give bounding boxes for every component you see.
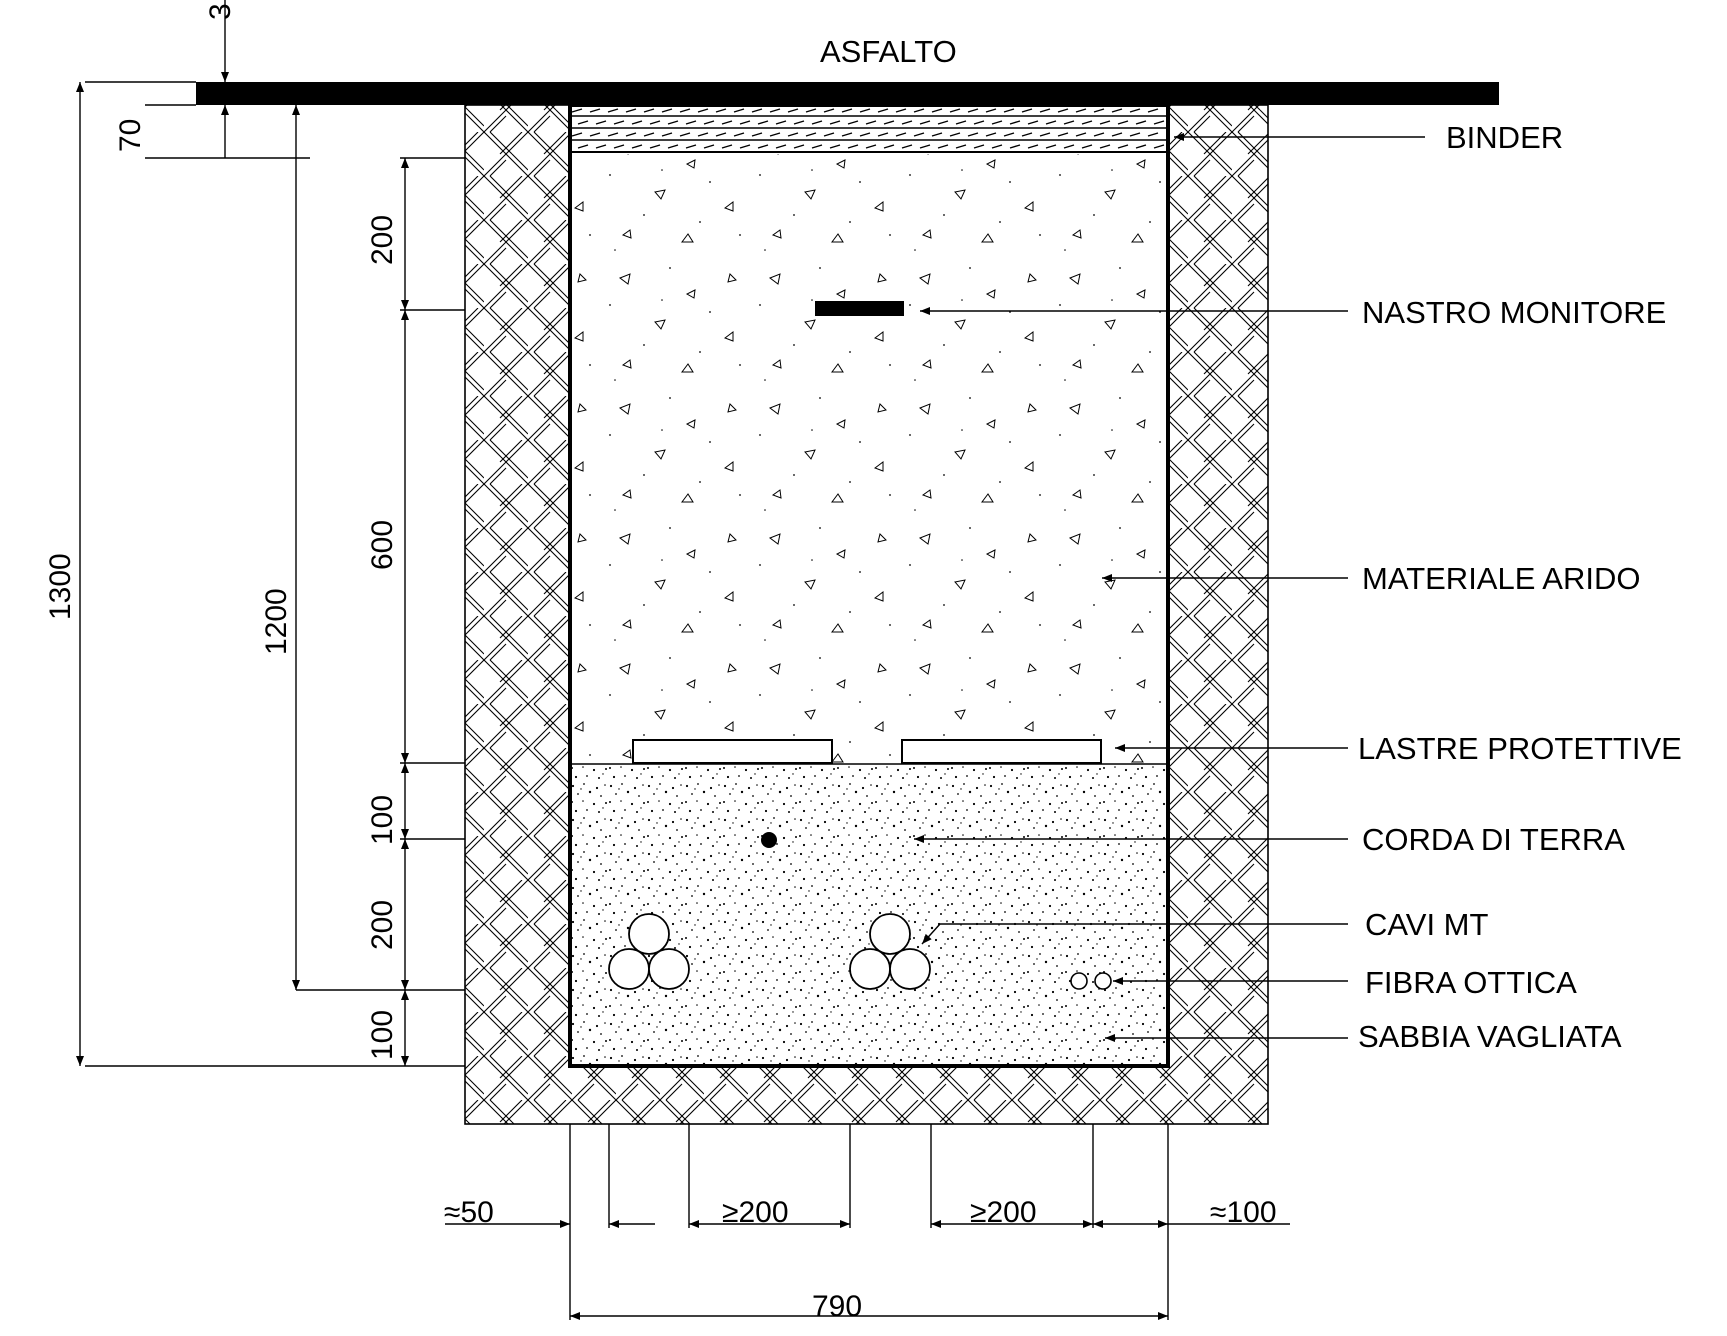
dim-backfill-height: 600 — [366, 520, 399, 570]
protective-slab-right — [901, 739, 1102, 764]
dim-total-depth: 1300 — [44, 553, 77, 620]
dim-binder-depth: 70 — [114, 119, 147, 152]
dim-cable-bed: 100 — [366, 1010, 399, 1060]
dim-tape-cover: 200 — [366, 215, 399, 265]
dim-slab-to-earth: 100 — [366, 795, 399, 845]
dim-cable-spacing-2: ≥200 — [970, 1196, 1037, 1229]
asphalt-layer — [196, 82, 1499, 105]
dim-asphalt-thickness: 3 — [204, 3, 237, 20]
mv-cable-group-right — [849, 913, 931, 990]
callout-leaders — [914, 133, 1425, 1042]
dim-cable-depth: 1200 — [260, 588, 293, 655]
label-binder: BINDER — [1446, 120, 1563, 155]
dim-trench-width: 790 — [812, 1290, 862, 1323]
label-optical-fiber: FIBRA OTTICA — [1365, 965, 1577, 1000]
dim-cable-spacing-1: ≥200 — [722, 1196, 789, 1229]
label-protective-slabs: LASTRE PROTETTIVE — [1358, 731, 1682, 766]
sand-bed — [570, 764, 1168, 1066]
label-earth-conductor: CORDA DI TERRA — [1362, 822, 1625, 857]
label-asphalt: ASFALTO — [820, 34, 957, 69]
earth-conductor — [761, 832, 777, 848]
mv-cable-group-left — [608, 913, 690, 990]
protective-slab-left — [632, 739, 833, 764]
backfill-area — [570, 154, 1168, 764]
vertical-dimension-lines — [76, 0, 465, 1067]
label-warning-tape: NASTRO MONITORE — [1362, 295, 1666, 330]
label-sieved-sand: SABBIA VAGLIATA — [1358, 1019, 1622, 1054]
dim-right-clearance: ≈100 — [1210, 1196, 1277, 1229]
dim-left-clearance: ≈50 — [444, 1196, 494, 1229]
warning-tape — [815, 301, 904, 316]
binder-layer — [570, 105, 1168, 154]
horizontal-dimension-lines — [445, 1124, 1290, 1320]
dim-earth-to-cable: 200 — [366, 900, 399, 950]
optical-fiber-conduits — [1070, 972, 1112, 990]
label-mv-cables: CAVI MT — [1365, 907, 1488, 942]
label-backfill: MATERIALE ARIDO — [1362, 561, 1641, 596]
